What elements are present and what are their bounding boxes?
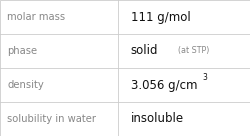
Text: 111 g/mol: 111 g/mol [130, 10, 190, 24]
Text: solid: solid [130, 44, 158, 58]
Text: phase: phase [7, 46, 37, 56]
Text: molar mass: molar mass [7, 12, 65, 22]
Text: 3: 3 [201, 73, 206, 82]
Text: 3.056 g/cm: 3.056 g/cm [130, 78, 196, 92]
Text: density: density [7, 80, 44, 90]
Text: (at STP): (at STP) [178, 47, 209, 55]
Text: insoluble: insoluble [130, 112, 183, 126]
Text: solubility in water: solubility in water [7, 114, 96, 124]
